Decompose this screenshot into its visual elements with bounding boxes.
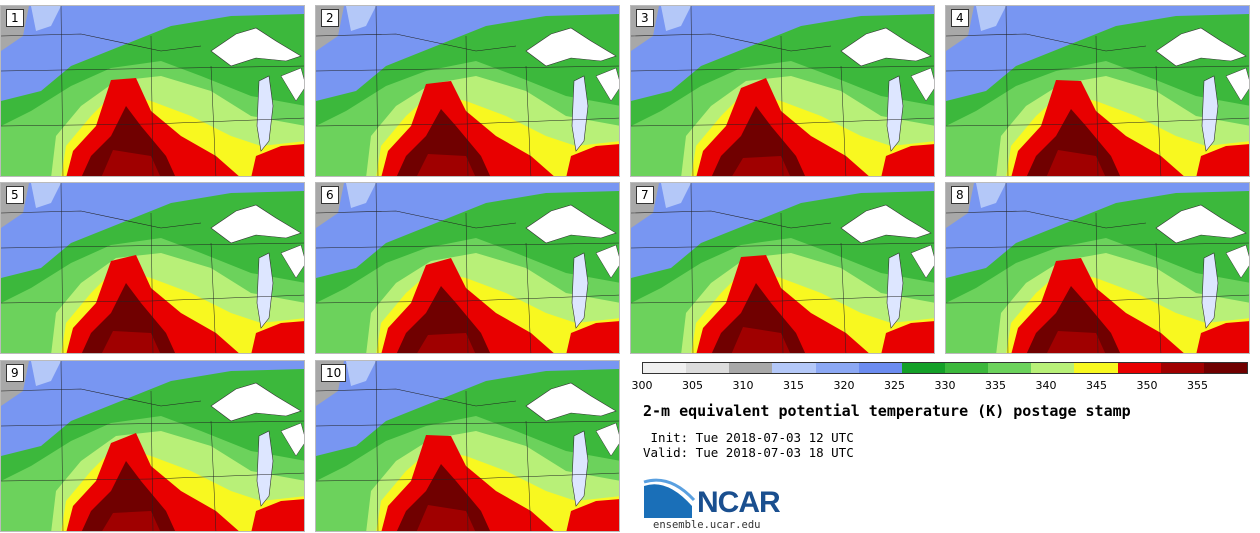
colorbar-tick-label: 325	[884, 379, 905, 392]
colorbar-segment	[858, 363, 902, 373]
logo-url: ensemble.ucar.edu	[653, 519, 761, 531]
panel-number-label: 10	[321, 364, 347, 382]
colorbar-segment	[1117, 363, 1161, 373]
theta-e-map-icon	[946, 183, 1249, 353]
ncar-wordmark: NCAR	[697, 486, 781, 519]
theta-e-map-icon	[316, 361, 619, 531]
map-panel: 1	[0, 5, 305, 177]
init-time: Init: Tue 2018-07-03 12 UTC	[643, 430, 854, 445]
colorbar-tick-label: 345	[1086, 379, 1107, 392]
colorbar-segment	[643, 363, 687, 373]
colorbar-tick-label: 315	[783, 379, 804, 392]
map-panel: 3	[630, 5, 935, 177]
valid-time: Valid: Tue 2018-07-03 18 UTC	[643, 445, 854, 460]
colorbar-segment	[772, 363, 816, 373]
panel-number-label: 7	[636, 186, 654, 204]
map-panel: 10	[315, 360, 620, 532]
theta-e-map-icon	[631, 183, 934, 353]
map-panel: 6	[315, 182, 620, 354]
panel-number-label: 1	[6, 9, 24, 27]
theta-e-map-icon	[316, 183, 619, 353]
panel-number-label: 3	[636, 9, 654, 27]
colorbar-tick-label: 340	[1035, 379, 1057, 392]
theta-e-map-icon	[1, 361, 304, 531]
colorbar-segment	[686, 363, 730, 373]
map-panel: 4	[945, 5, 1250, 177]
colorbar-segment	[729, 363, 773, 373]
colorbar-segment	[815, 363, 859, 373]
ncar-logo-icon	[643, 478, 696, 518]
panel-number-label: 8	[951, 186, 969, 204]
panel-number-label: 6	[321, 186, 339, 204]
map-panel: 9	[0, 360, 305, 532]
map-panel: 5	[0, 182, 305, 354]
colorbar-tick-label: 310	[732, 379, 754, 392]
colorbar-segment	[988, 363, 1032, 373]
colorbar-tick-label: 355	[1187, 379, 1208, 392]
colorbar-segment	[901, 363, 945, 373]
panel-number-label: 9	[6, 364, 24, 382]
map-panel: 7	[630, 182, 935, 354]
colorbar-segment	[1031, 363, 1075, 373]
theta-e-map-icon	[946, 6, 1249, 176]
theta-e-map-icon	[316, 6, 619, 176]
theta-e-map-icon	[1, 183, 304, 353]
theta-e-map-icon	[1, 6, 304, 176]
map-panel: 2	[315, 5, 620, 177]
colorbar-tick-label: 320	[833, 379, 855, 392]
colorbar-labels: 300 305 310 315 320 325 330 335 340 345 350 355	[632, 379, 1248, 393]
colorbar	[642, 362, 1248, 374]
colorbar-tick-label: 330	[934, 379, 956, 392]
colorbar-segment	[1160, 363, 1204, 373]
colorbar-segment	[1074, 363, 1118, 373]
map-panel: 8	[945, 182, 1250, 354]
theta-e-map-icon	[631, 6, 934, 176]
colorbar-tick-label: 350	[1136, 379, 1158, 392]
panel-number-label: 4	[951, 9, 969, 27]
panel-number-label: 2	[321, 9, 339, 27]
colorbar-segment	[1203, 363, 1247, 373]
colorbar-segment	[944, 363, 989, 373]
panel-number-label: 5	[6, 186, 24, 204]
figure-title: 2-m equivalent potential temperature (K)…	[643, 402, 1131, 420]
colorbar-tick-label: 300	[631, 379, 653, 392]
colorbar-tick-label: 305	[682, 379, 703, 392]
colorbar-tick-label: 335	[985, 379, 1006, 392]
